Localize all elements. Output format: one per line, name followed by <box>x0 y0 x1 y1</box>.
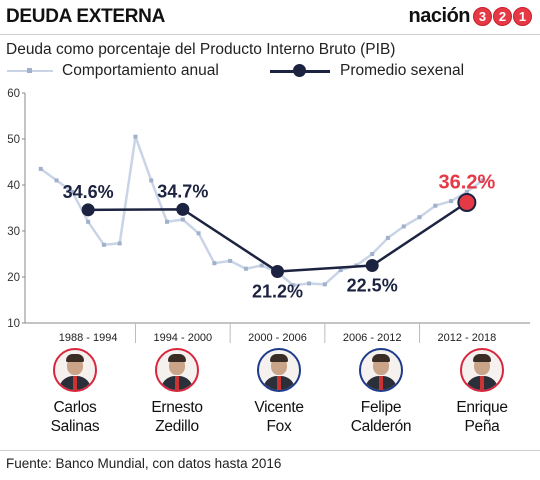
average-point <box>176 202 190 216</box>
annual-point <box>54 178 59 183</box>
annual-point <box>259 263 264 268</box>
annual-point <box>449 199 454 204</box>
footer-divider <box>0 450 540 451</box>
annual-point <box>243 266 248 271</box>
president-salinas: Carlos Salinas <box>25 348 125 436</box>
brand-word: nación <box>408 5 471 27</box>
y-tick-label: 30 <box>7 226 20 238</box>
president-zedillo: Ernesto Zedillo <box>127 348 227 436</box>
average-series-line <box>88 201 468 273</box>
annual-point <box>38 166 43 171</box>
annual-point <box>70 189 75 194</box>
period-label: 2000 - 2006 <box>248 332 307 344</box>
legend-swatch-annual <box>7 68 53 73</box>
debt-line-chart: 10 20 30 40 50 60 1988 - 1994 1994 - 2000 2000 -… <box>7 88 530 344</box>
period-label: 1994 - 2000 <box>153 332 212 344</box>
annual-point <box>165 219 170 224</box>
president-name: Enrique Peña <box>456 399 508 435</box>
president-fox: Vicente Fox <box>229 348 329 436</box>
source-note: Fuente: Banco Mundial, con datos hasta 2… <box>6 456 282 471</box>
header-divider <box>0 34 540 35</box>
annual-point <box>86 219 91 224</box>
y-tick-label: 60 <box>7 88 20 100</box>
y-tick-label: 10 <box>7 318 20 330</box>
legend-item-annual: Comportamiento anual <box>7 62 219 80</box>
president-pena: Enrique Peña <box>432 348 532 436</box>
annual-point <box>401 224 406 229</box>
average-data-label: 34.6% <box>63 182 114 202</box>
avatar <box>53 348 97 392</box>
annual-point <box>338 268 343 273</box>
y-tick-label: 40 <box>7 180 20 192</box>
page-title: DEUDA EXTERNA <box>6 6 166 27</box>
avatar <box>257 348 301 392</box>
average-point <box>271 264 284 278</box>
average-data-label: 34.7% <box>157 181 208 201</box>
annual-point <box>464 189 469 194</box>
avatar <box>359 348 403 392</box>
annual-point <box>291 283 296 288</box>
period-label: 1988 - 1994 <box>59 332 118 344</box>
legend-label-average: Promedio sexenal <box>340 62 465 79</box>
average-point <box>81 203 95 217</box>
average-data-label: 36.2% <box>439 171 496 193</box>
period-label: 2012 - 2018 <box>438 332 497 344</box>
average-data-label: 22.5% <box>347 276 398 296</box>
annual-point <box>196 231 201 236</box>
annual-point <box>370 252 375 256</box>
president-calderon: Felipe Calderón <box>331 348 431 436</box>
annual-point <box>117 241 122 246</box>
legend-swatch-average <box>270 63 330 77</box>
legend-item-average: Promedio sexenal <box>270 62 464 80</box>
president-name: Vicente Fox <box>254 399 304 435</box>
annual-point <box>480 178 485 183</box>
average-point <box>365 259 379 272</box>
header: DEUDA EXTERNA nación 3 2 1 <box>0 0 540 34</box>
annual-point <box>433 203 438 208</box>
annual-point <box>417 215 422 220</box>
annual-point <box>133 134 138 139</box>
president-name: Carlos Salinas <box>50 399 100 435</box>
period-label: 2006 - 2012 <box>343 332 402 344</box>
annual-point <box>212 261 217 266</box>
annual-point <box>307 281 312 286</box>
annual-point <box>101 242 106 247</box>
y-tick-label: 50 <box>7 134 20 146</box>
avatar <box>155 348 199 392</box>
brand-digit: 1 <box>513 7 532 26</box>
y-tick-label: 20 <box>7 272 20 284</box>
president-name: Ernesto Zedillo <box>151 399 203 435</box>
presidents-row: Carlos Salinas Ernesto Zedillo Vicente Fox … <box>0 348 540 448</box>
annual-point <box>228 258 233 263</box>
chart-legend: Comportamiento anual Promedio sexenal <box>0 62 540 84</box>
annual-point <box>180 217 185 222</box>
annual-point <box>322 282 327 287</box>
brand-digit: 2 <box>493 7 512 26</box>
annual-point <box>149 178 154 183</box>
avatar <box>460 348 504 392</box>
brand-digit: 3 <box>473 7 492 26</box>
brand-logo: nación 3 2 1 <box>409 5 532 28</box>
annual-point <box>385 235 390 240</box>
average-point <box>457 192 477 212</box>
average-data-label: 21.2% <box>252 281 303 301</box>
legend-label-annual: Comportamiento anual <box>62 62 219 79</box>
chart-subtitle: Deuda como porcentaje del Producto Inter… <box>6 41 396 58</box>
president-name: Felipe Calderón <box>350 399 412 435</box>
